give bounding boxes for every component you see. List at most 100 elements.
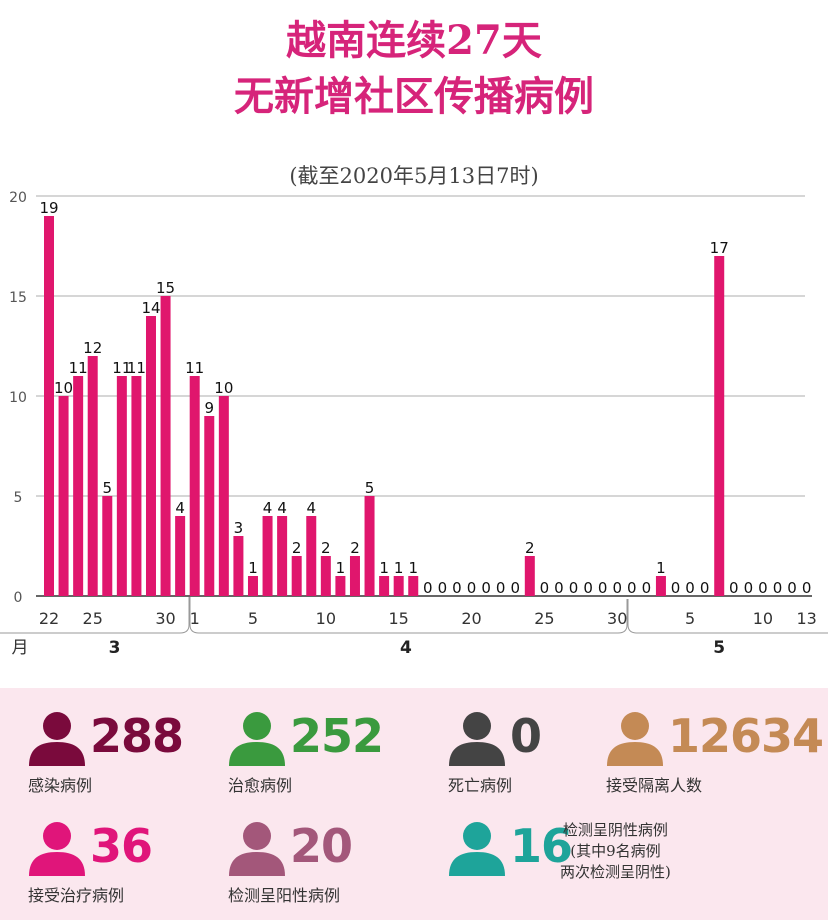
bar-value-label: 11: [112, 359, 131, 377]
bar: [364, 496, 375, 596]
bar-value-label: 0: [510, 579, 520, 597]
bar-value-label: 0: [787, 579, 797, 597]
bar-value-label: 0: [627, 579, 637, 597]
stats-panel: 288 感染病例 252 治愈病例 0 死亡病例 12634 接受隔离人数 36…: [0, 688, 828, 920]
bar: [524, 556, 535, 596]
stat-label-line: 检测呈阴性病例: [562, 821, 668, 839]
bar: [44, 216, 54, 596]
bar-value-label: 15: [156, 279, 175, 297]
x-tick-label: 30: [607, 609, 627, 628]
bar-value-label: 1: [248, 559, 258, 577]
bar-value-label: 0: [569, 579, 579, 597]
x-tick-label: 13: [796, 609, 816, 628]
stat-label-line: 两次检测呈阴性): [560, 863, 671, 881]
person-icon: [449, 822, 505, 876]
bar-value-label: 0: [671, 579, 681, 597]
bar-value-label: 11: [69, 359, 88, 377]
bar: [233, 536, 244, 596]
y-tick-label: 0: [14, 590, 23, 606]
bar-value-label: 0: [423, 579, 433, 597]
month-separator: [179, 597, 190, 634]
stat-value: 252: [290, 709, 384, 763]
bar: [262, 516, 273, 596]
bar-value-label: 4: [175, 499, 185, 517]
bar: [277, 516, 288, 596]
bar: [102, 496, 113, 596]
person-icon: [607, 712, 663, 766]
stat-label: 治愈病例: [228, 776, 293, 795]
month-separator: [627, 599, 828, 634]
bar-value-label: 0: [758, 579, 768, 597]
bar: [247, 576, 258, 596]
y-tick-label: 5: [14, 490, 23, 506]
y-tick-label: 15: [9, 290, 27, 306]
bar-value-label: 0: [729, 579, 739, 597]
bar-value-label: 0: [481, 579, 491, 597]
stat-label: 检测呈阳性病例: [228, 886, 341, 905]
bar: [320, 556, 331, 596]
bar-value-label: 0: [685, 579, 695, 597]
bar-value-label: 10: [54, 379, 73, 397]
x-tick-label: 5: [685, 609, 695, 628]
bar-value-label: 1: [379, 559, 389, 577]
bar-value-label: 2: [350, 539, 360, 557]
x-tick-label: 15: [389, 609, 409, 628]
month-axis-label: 月: [12, 638, 29, 658]
bar-value-label: 1: [336, 559, 346, 577]
bar: [73, 376, 84, 596]
bar: [160, 296, 171, 596]
person-icon: [449, 712, 505, 766]
stat-value: 16: [510, 819, 573, 873]
x-tick-label: 10: [316, 609, 336, 628]
bar-value-label: 0: [642, 579, 652, 597]
bar-value-label: 0: [554, 579, 564, 597]
bar-value-label: 0: [540, 579, 550, 597]
bar: [175, 516, 186, 596]
person-icon: [29, 822, 85, 876]
x-tick-label: 20: [461, 609, 481, 628]
bar-value-label: 1: [408, 559, 418, 577]
x-tick-label: 5: [248, 609, 258, 628]
bar-value-label: 9: [204, 399, 214, 417]
bar: [393, 576, 404, 596]
bar-value-label: 5: [103, 479, 113, 497]
x-tick-label: 25: [83, 609, 103, 628]
x-tick-label: 25: [534, 609, 554, 628]
person-icon: [229, 712, 285, 766]
bar-value-label: 0: [467, 579, 477, 597]
bar-value-label: 0: [773, 579, 783, 597]
bar: [349, 556, 360, 596]
bar-value-label: 3: [234, 519, 244, 537]
title-line-1: 越南连续27天: [286, 17, 542, 64]
bar-value-label: 4: [263, 499, 273, 517]
bar-value-label: 0: [744, 579, 754, 597]
title-line-2: 无新增社区传播病例: [234, 73, 594, 120]
bar: [58, 396, 69, 596]
stat-value: 12634: [668, 709, 824, 763]
bar-value-label: 12: [83, 339, 102, 357]
stat-label-multiline: 检测呈阴性病例 (其中9名病例 两次检测呈阴性): [560, 820, 671, 883]
bar: [204, 416, 215, 596]
bar: [379, 576, 390, 596]
month-label: 5: [713, 638, 725, 658]
stat-value: 0: [510, 709, 542, 763]
bar: [145, 316, 156, 596]
stat-value: 36: [90, 819, 153, 873]
person-icon: [29, 712, 85, 766]
bar: [335, 576, 346, 596]
bar-value-label: 1: [656, 559, 666, 577]
bar-value-label: 10: [214, 379, 233, 397]
y-tick-label: 20: [9, 190, 27, 206]
bar-value-label: 5: [365, 479, 375, 497]
bar-value-label: 4: [277, 499, 287, 517]
month-label: 3: [109, 638, 121, 658]
bar-value-label: 0: [700, 579, 710, 597]
x-tick-label: 30: [155, 609, 175, 628]
bar: [131, 376, 142, 596]
x-tick-label: 22: [39, 609, 59, 628]
bar-value-label: 2: [292, 539, 302, 557]
bar-value-label: 0: [583, 579, 593, 597]
x-tick-label: 1: [190, 609, 200, 628]
stat-label: 接受治疗病例: [28, 886, 125, 905]
